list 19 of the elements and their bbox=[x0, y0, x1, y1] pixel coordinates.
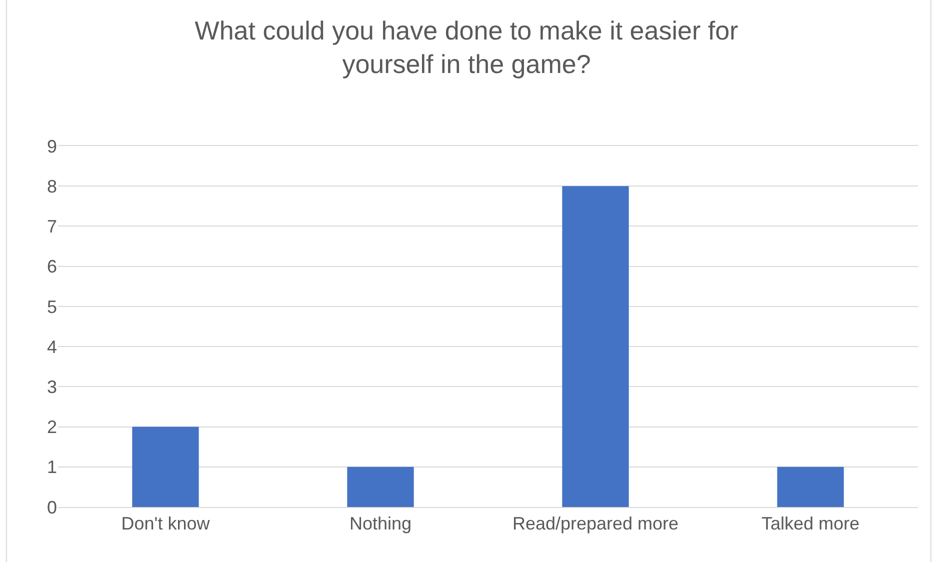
y-tick-label: 1 bbox=[46, 457, 57, 478]
y-tick-label: 5 bbox=[46, 296, 57, 317]
y-tick-label: 0 bbox=[46, 497, 57, 518]
y-tick-label: 9 bbox=[46, 136, 57, 156]
bar bbox=[132, 426, 199, 507]
x-tick-label: Don't know bbox=[121, 514, 211, 534]
y-tick-label: 2 bbox=[46, 417, 57, 438]
bar bbox=[777, 466, 844, 507]
y-tick-label: 4 bbox=[46, 336, 57, 357]
y-tick-label: 8 bbox=[46, 176, 57, 196]
y-tick-label: 3 bbox=[46, 376, 57, 397]
bar bbox=[347, 466, 414, 507]
x-tick-label: Talked more bbox=[761, 514, 860, 534]
y-tick-label: 7 bbox=[46, 216, 57, 237]
y-tick-label: 6 bbox=[46, 256, 57, 277]
x-tick-label: Nothing bbox=[349, 514, 412, 534]
bar bbox=[562, 186, 629, 507]
chart-title: What could you have done to make it easier for yourself in the game? bbox=[194, 15, 739, 80]
x-tick-label: Read/prepared more bbox=[512, 514, 679, 534]
